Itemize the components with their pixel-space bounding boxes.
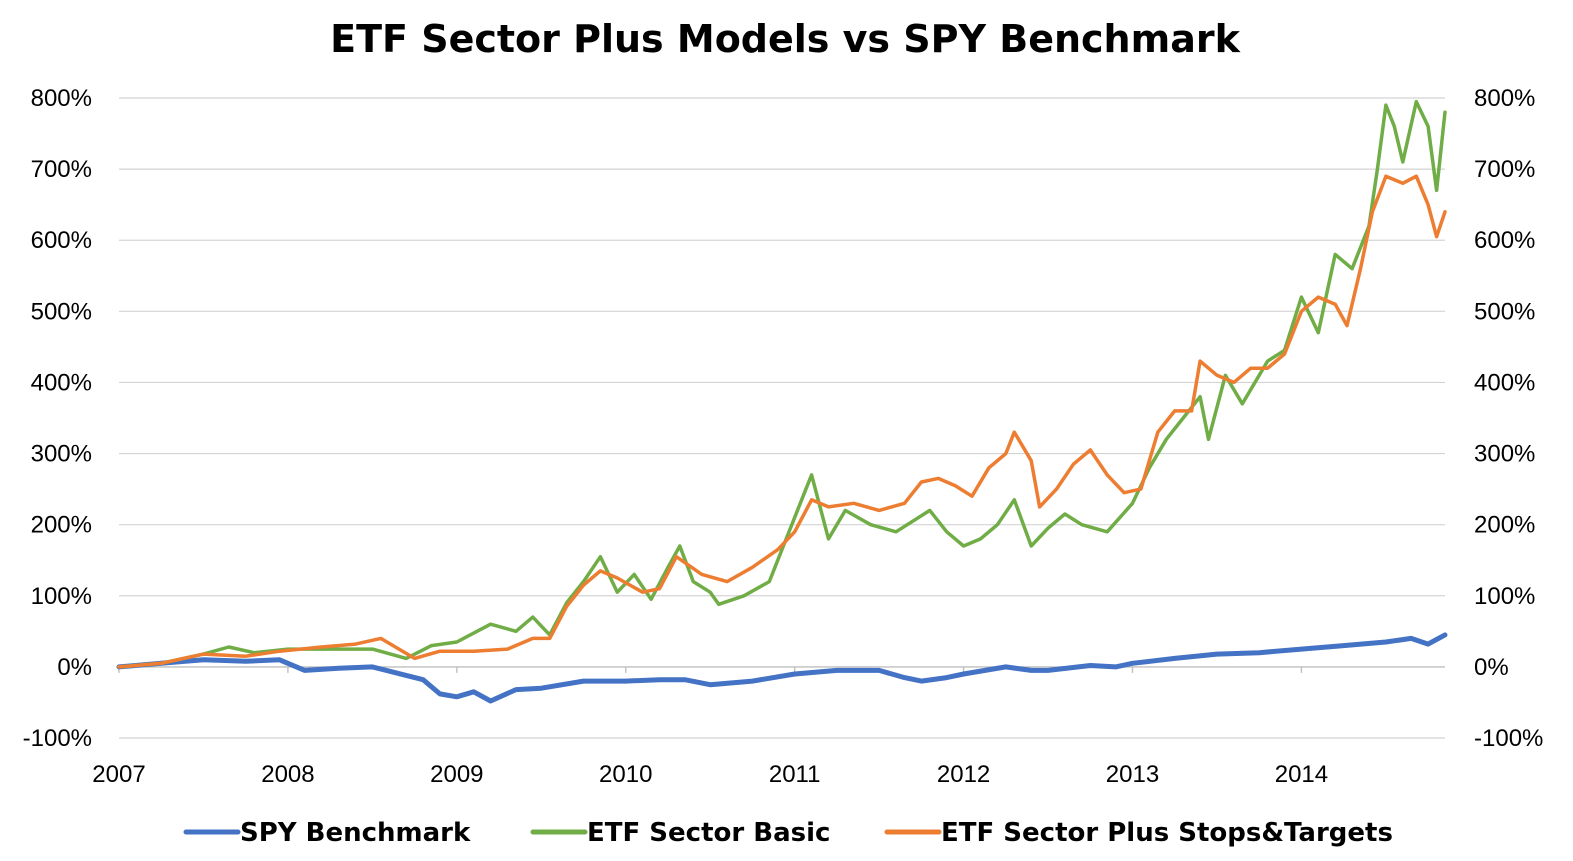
left-y-tick-label: 200% [31, 512, 92, 539]
x-tick-label: 2013 [1106, 761, 1159, 788]
legend-label: ETF Sector Basic [587, 818, 830, 848]
x-tick-label: 2007 [92, 761, 145, 788]
series-line-spy-benchmark [116, 632, 1448, 704]
x-tick-label: 2012 [937, 761, 990, 788]
left-y-tick-label: 100% [31, 583, 92, 610]
x-axis-ticks: 2007 2008 2009 2010 2011 2012 2013 2014 [92, 666, 1328, 788]
right-y-tick-label: 500% [1474, 298, 1535, 325]
right-y-tick-label: 0% [1474, 654, 1509, 681]
right-y-tick-label: 800% [1474, 85, 1535, 112]
legend-label: SPY Benchmark [240, 818, 471, 848]
x-tick-label: 2010 [599, 761, 652, 788]
right-y-tick-label: 200% [1474, 512, 1535, 539]
left-y-tick-label: 400% [31, 369, 92, 396]
right-y-tick-label: -100% [1474, 725, 1543, 752]
right-y-tick-label: 300% [1474, 441, 1535, 468]
series-line-etf-sector-basic [117, 99, 1447, 669]
left-y-tick-label: 700% [31, 156, 92, 183]
left-y-tick-label: 300% [31, 441, 92, 468]
series-line-etf-sector-plus-stops-targets [117, 174, 1447, 669]
legend-label: ETF Sector Plus Stops&Targets [941, 818, 1393, 848]
left-y-tick-label: 800% [31, 85, 92, 112]
legend: SPY Benchmark ETF Sector Basic ETF Sector … [183, 818, 1393, 848]
x-tick-label: 2008 [261, 761, 314, 788]
x-tick-label: 2014 [1275, 761, 1328, 788]
right-y-tick-label: 700% [1474, 156, 1535, 183]
left-y-axis-ticks: -100% 0% 100% 200% 300% 400% 500% 600% 700% 800% [23, 85, 92, 752]
right-y-tick-label: 400% [1474, 369, 1535, 396]
right-y-tick-label: 100% [1474, 583, 1535, 610]
x-tick-label: 2009 [430, 761, 483, 788]
right-y-axis-ticks: -100% 0% 100% 200% 300% 400% 500% 600% 700% 800% [1474, 85, 1543, 752]
gridlines [119, 97, 1445, 739]
right-y-tick-label: 600% [1474, 227, 1535, 254]
left-y-tick-label: 0% [57, 654, 92, 681]
x-tick-label: 2011 [769, 761, 821, 788]
series-lines [116, 99, 1448, 704]
left-y-tick-label: 600% [31, 227, 92, 254]
left-y-tick-label: 500% [31, 298, 92, 325]
chart-title: ETF Sector Plus Models vs SPY Benchmark [330, 17, 1240, 61]
left-y-tick-label: -100% [23, 725, 92, 752]
